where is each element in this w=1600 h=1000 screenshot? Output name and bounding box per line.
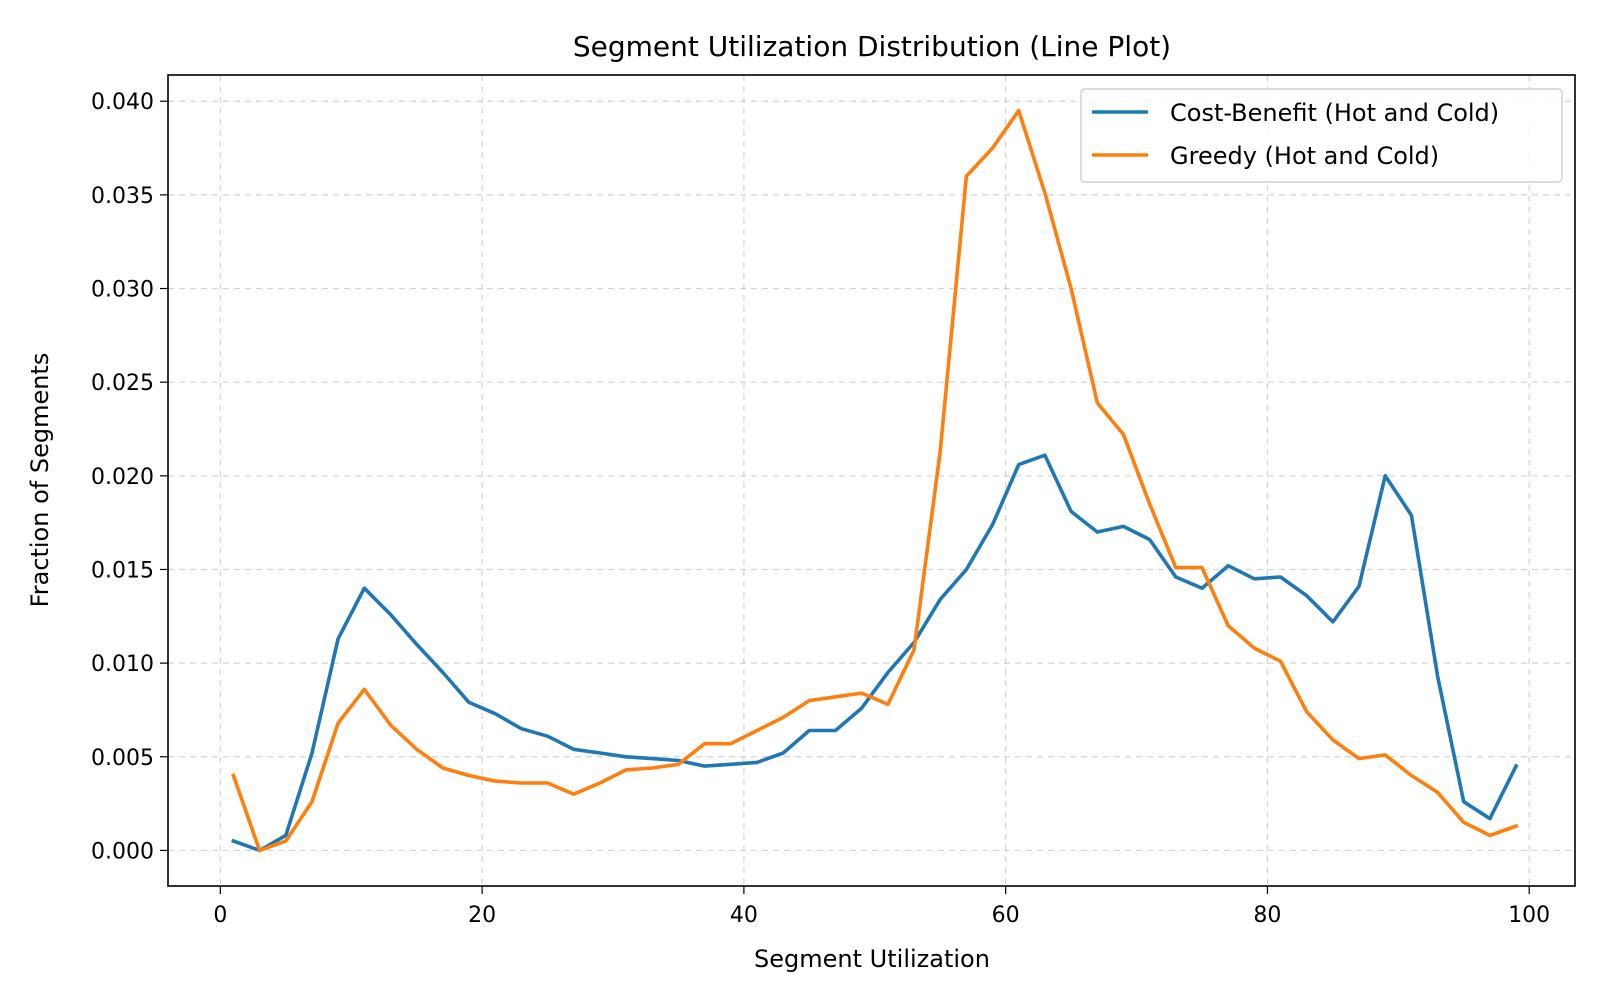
x-tick-label: 20 [468, 903, 496, 928]
x-tick-label: 0 [213, 903, 227, 928]
y-tick-label: 0.005 [91, 746, 154, 771]
y-tick-label: 0.040 [91, 90, 154, 115]
y-tick-label: 0.000 [91, 839, 154, 864]
y-tick-label: 0.010 [91, 652, 154, 677]
x-tick-label: 60 [992, 903, 1020, 928]
legend-label-cost-benefit: Cost-Benefit (Hot and Cold) [1170, 99, 1499, 127]
x-tick-label: 100 [1508, 903, 1550, 928]
chart-title: Segment Utilization Distribution (Line P… [573, 30, 1171, 63]
y-axis-label: Fraction of Segments [26, 353, 54, 608]
y-tick-label: 0.020 [91, 465, 154, 490]
y-tick-label: 0.035 [91, 184, 154, 209]
legend: Cost-Benefit (Hot and Cold) Greedy (Hot … [1080, 88, 1563, 183]
series-line-cost-benefit [231, 453, 1519, 853]
y-axis: 0.000 0.005 0.010 0.015 0.020 0.025 0.030 0.035… [91, 90, 168, 864]
series-group [231, 108, 1519, 853]
legend-label-greedy: Greedy (Hot and Cold) [1170, 142, 1439, 170]
y-tick-label: 0.015 [91, 558, 154, 583]
x-axis: 0 20 40 60 80 100 [213, 886, 1550, 928]
x-tick-label: 40 [730, 903, 758, 928]
series-line-greedy [231, 108, 1519, 853]
plot-frame [167, 74, 1576, 887]
x-axis-label: Segment Utilization [754, 945, 990, 973]
grid [168, 75, 1575, 886]
x-tick-label: 80 [1253, 903, 1281, 928]
y-tick-label: 0.030 [91, 278, 154, 303]
y-tick-label: 0.025 [91, 371, 154, 396]
legend-box [1080, 88, 1563, 183]
